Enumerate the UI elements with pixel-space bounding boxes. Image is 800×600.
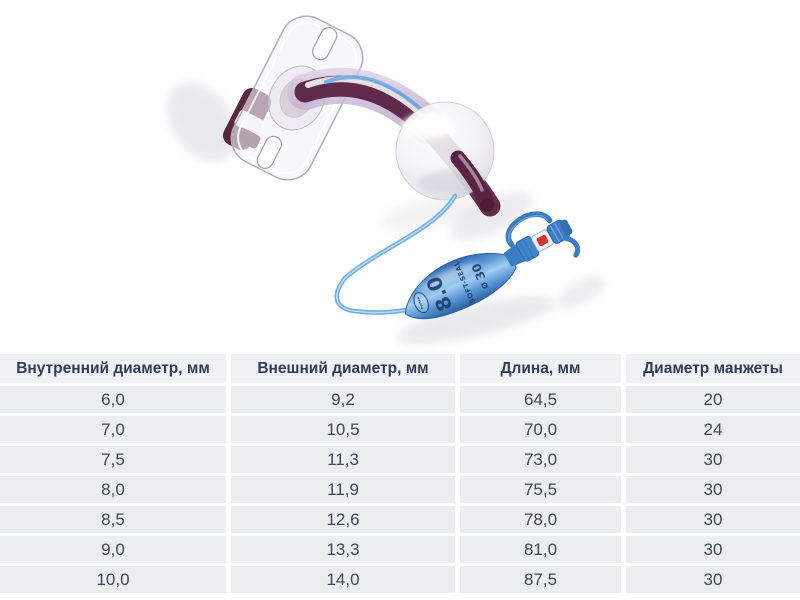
tracheostomy-tube-illustration: 8.0 SOFT-SEAL 30 Ø Portex — [166, 15, 606, 345]
table-cell: 30 — [626, 446, 800, 473]
table-cell: 30 — [626, 506, 800, 533]
table-cell: 7,0 — [0, 416, 226, 443]
spec-table: Внутренний диаметр, мм Внешний диаметр, … — [0, 354, 800, 593]
table-cell: 13,3 — [231, 536, 455, 563]
table-cell: 30 — [626, 566, 800, 593]
table-cell: 24 — [626, 416, 800, 443]
flange-slot — [312, 27, 338, 61]
table-cell: 6,0 — [0, 386, 226, 413]
col-header-cuff-diameter: Диаметр манжеты — [626, 354, 800, 383]
table-cell: 64,5 — [460, 386, 621, 413]
tube-tip — [450, 150, 495, 212]
table-cell: 10,5 — [231, 416, 455, 443]
product-photo: 8.0 SOFT-SEAL 30 Ø Portex — [140, 0, 620, 352]
table-cell: 11,9 — [231, 476, 455, 503]
inflation-line — [334, 193, 458, 315]
table-cell: 70,0 — [460, 416, 621, 443]
table-cell: 78,0 — [460, 506, 621, 533]
table-cell: 11,3 — [231, 446, 455, 473]
balloon-diameter-symbol: Ø — [479, 280, 491, 290]
table-cell: 10,0 — [0, 566, 226, 593]
pilot-balloon: 8.0 SOFT-SEAL 30 Ø Portex — [404, 252, 517, 320]
table-cell: 9,0 — [0, 536, 226, 563]
table-cell: 8,0 — [0, 476, 226, 503]
table-cell: 30 — [626, 536, 800, 563]
table-cell: 20 — [626, 386, 800, 413]
photo-shadows — [166, 82, 606, 345]
svg-text:Portex: Portex — [416, 296, 425, 310]
flange-slot — [256, 135, 282, 169]
col-header-inner-diameter: Внутренний диаметр, мм — [0, 354, 226, 383]
valve-strap-tail — [562, 235, 581, 258]
table-cell: 73,0 — [460, 446, 621, 473]
balloon-cuff-size-marking: 30 — [469, 261, 488, 282]
table-cell: 9,2 — [231, 386, 455, 413]
table-cell: 87,5 — [460, 566, 621, 593]
table-cell: 30 — [626, 476, 800, 503]
valve-red-core — [536, 234, 549, 247]
col-header-length: Длина, мм — [460, 354, 621, 383]
table-cell: 81,0 — [460, 536, 621, 563]
inflation-valve — [503, 211, 581, 267]
table-cell: 14,0 — [231, 566, 455, 593]
table-cell: 12,6 — [231, 506, 455, 533]
table-cell: 75,5 — [460, 476, 621, 503]
table-cell: 7,5 — [0, 446, 226, 473]
col-header-outer-diameter: Внешний диаметр, мм — [231, 354, 455, 383]
table-cell: 8,5 — [0, 506, 226, 533]
